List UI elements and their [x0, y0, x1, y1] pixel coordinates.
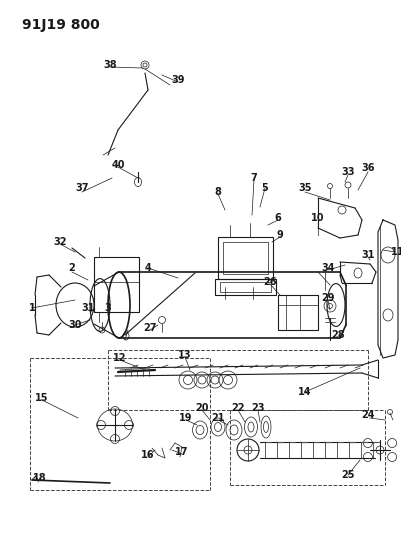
Text: 15: 15	[35, 393, 49, 403]
Text: 1: 1	[28, 303, 35, 313]
Text: 40: 40	[111, 160, 124, 170]
Text: 7: 7	[250, 173, 257, 183]
Text: 13: 13	[178, 350, 191, 360]
Text: 18: 18	[33, 473, 47, 483]
Text: 3: 3	[104, 303, 111, 313]
Text: 25: 25	[340, 470, 354, 480]
Text: 14: 14	[298, 387, 311, 397]
Text: 36: 36	[360, 163, 374, 173]
Text: 31: 31	[81, 303, 95, 313]
Text: 32: 32	[53, 237, 67, 247]
Text: 9: 9	[276, 230, 283, 240]
Text: 10: 10	[310, 213, 324, 223]
Text: 27: 27	[143, 323, 156, 333]
Text: 20: 20	[195, 403, 208, 413]
Text: 39: 39	[171, 75, 184, 85]
Bar	[94, 257, 139, 312]
Text: 91J19 800: 91J19 800	[22, 18, 99, 32]
Bar	[219, 282, 270, 292]
Text: 4: 4	[144, 263, 151, 273]
Text: 26: 26	[263, 277, 276, 287]
Text: 37: 37	[75, 183, 89, 193]
Text: 34: 34	[320, 263, 334, 273]
Text: 2: 2	[69, 263, 75, 273]
Text: 17: 17	[175, 447, 188, 457]
Text: 6: 6	[274, 213, 281, 223]
Text: 16: 16	[141, 450, 154, 460]
Text: 8: 8	[214, 187, 221, 197]
Text: 28: 28	[330, 330, 344, 340]
Bar	[215, 279, 275, 295]
Text: 19: 19	[179, 413, 192, 423]
Text: 38: 38	[103, 60, 117, 70]
Bar	[217, 237, 272, 279]
Text: 35: 35	[298, 183, 311, 193]
Text: 23: 23	[251, 403, 264, 413]
Text: 12: 12	[113, 353, 126, 363]
Text: 31: 31	[360, 250, 374, 260]
Text: 33: 33	[340, 167, 354, 177]
Text: 29: 29	[320, 293, 334, 303]
Text: 22: 22	[231, 403, 244, 413]
Text: 11: 11	[390, 247, 401, 257]
Text: 21: 21	[211, 413, 224, 423]
Bar	[223, 242, 267, 274]
Text: 5: 5	[261, 183, 268, 193]
Text: 30: 30	[68, 320, 81, 330]
Text: 24: 24	[360, 410, 374, 420]
Bar	[277, 295, 317, 330]
